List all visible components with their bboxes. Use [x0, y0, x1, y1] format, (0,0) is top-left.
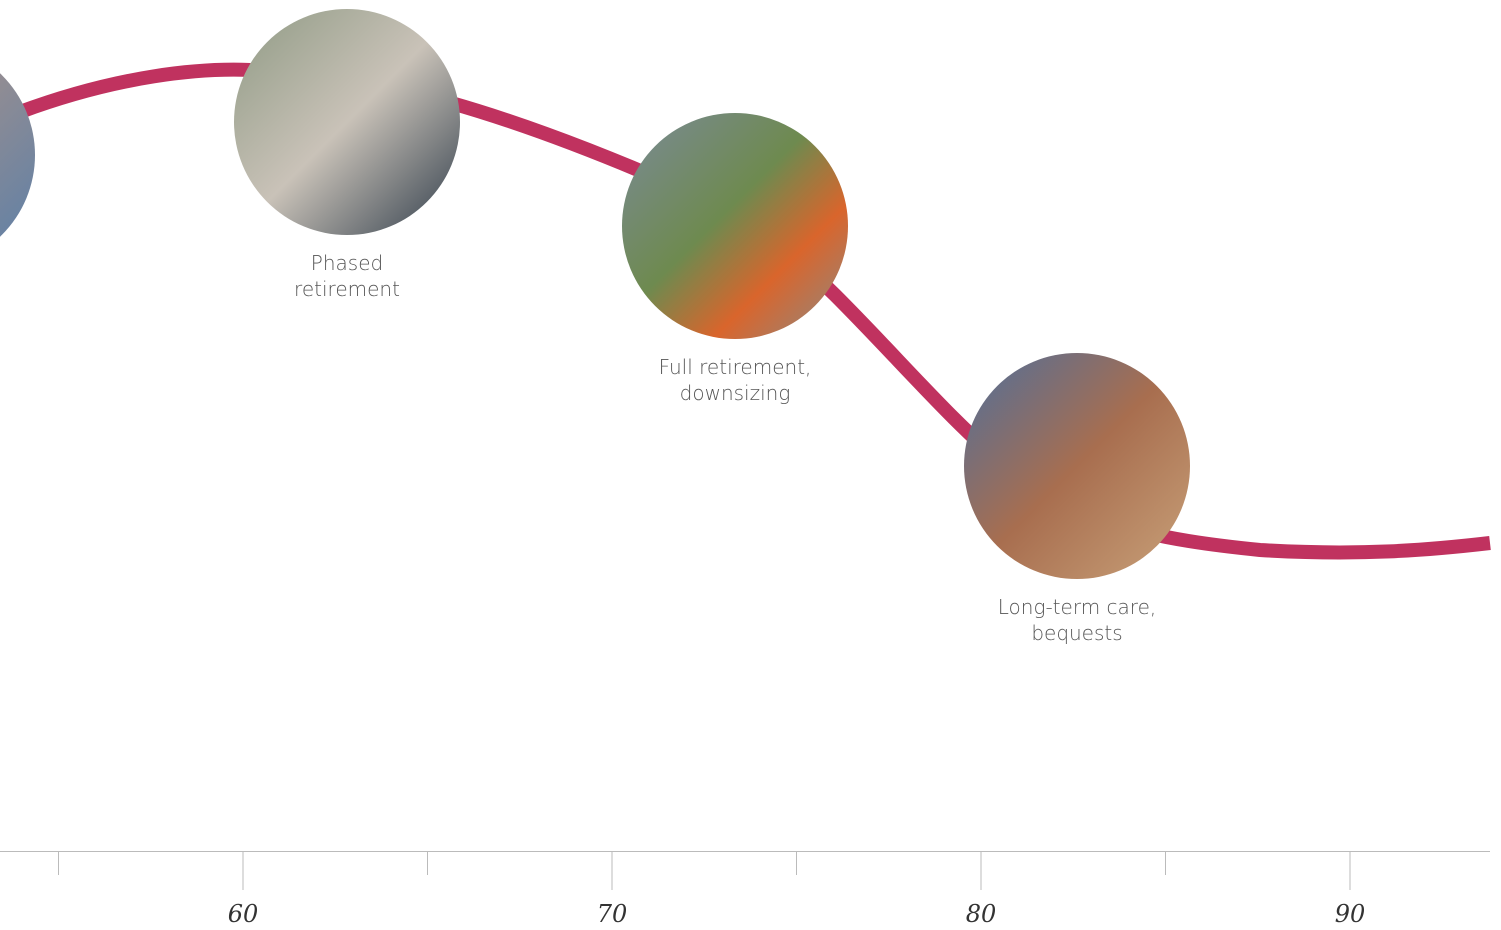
stage-label: Long-term care, [998, 595, 1156, 619]
tick-label: 80 [966, 900, 997, 928]
age-axis: 60 70 80 90 [59, 851, 1366, 928]
photo-circle [964, 353, 1190, 579]
tick-label: 60 [228, 900, 259, 928]
page: Phasedretirement Full retirement,downsizi… [0, 0, 1501, 930]
stage-label: retirement [294, 277, 400, 301]
stage-label: Full retirement, [659, 355, 812, 379]
tick-label: 90 [1335, 900, 1366, 928]
stage-label: bequests [1031, 621, 1122, 645]
stage-label: downsizing [680, 381, 791, 405]
life-stage-diagram: Phasedretirement Full retirement,downsizi… [0, 0, 1501, 930]
photo-circle [622, 113, 848, 339]
photo-circle [0, 42, 35, 268]
tick-label: 70 [597, 900, 628, 928]
stage-label: Phased [311, 251, 383, 275]
photo-circle [234, 9, 460, 235]
